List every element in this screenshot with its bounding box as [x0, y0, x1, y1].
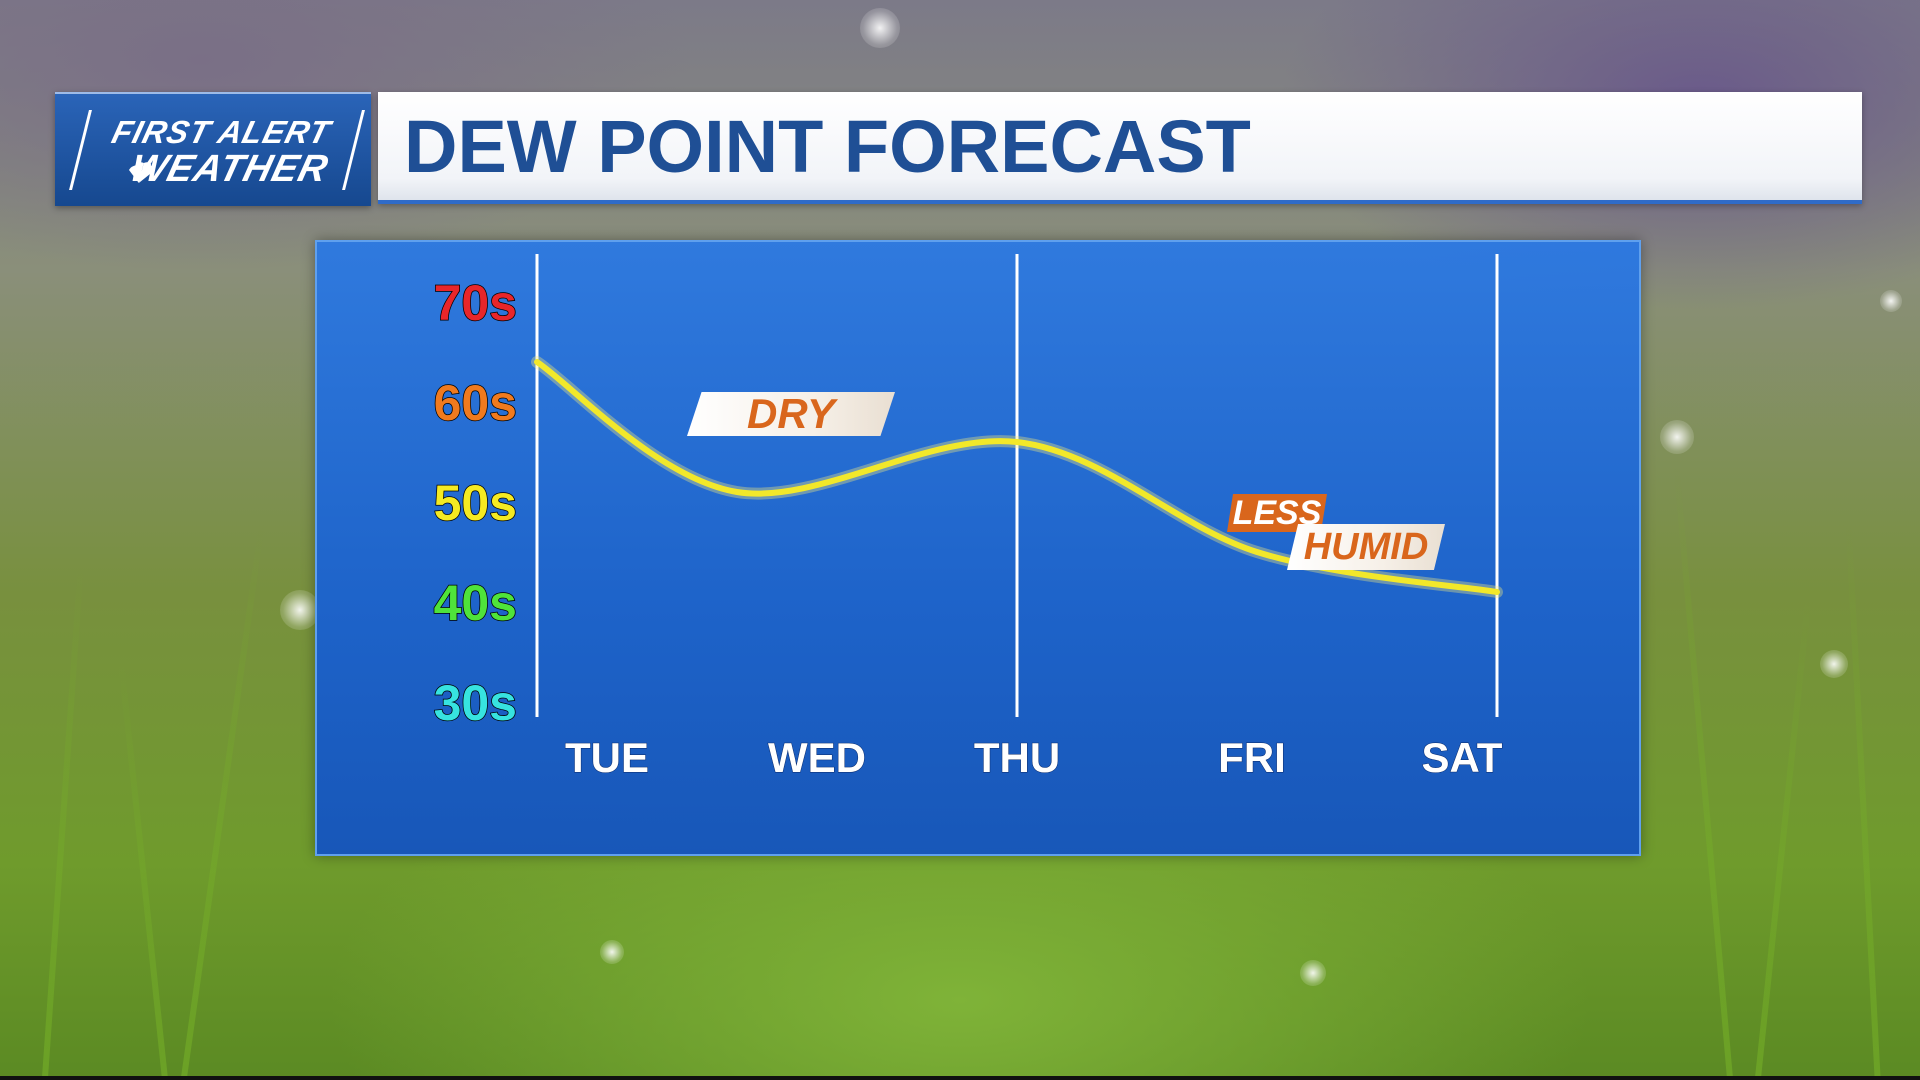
dew-drop: [1880, 290, 1902, 312]
x-tick-label-wed: WED: [768, 734, 866, 781]
grass-blade: [181, 522, 265, 1078]
x-tick-label-fri: FRI: [1218, 734, 1286, 781]
grass-blade: [118, 660, 168, 1080]
grass-blade: [1845, 520, 1881, 1080]
x-tick-label-sat: SAT: [1422, 734, 1503, 781]
y-tick-label-50s: 50s: [434, 475, 517, 531]
dew-point-chart: 70s 60s 50s 40s 30s TUE WED THU FRI SAT DRY LESS …: [315, 240, 1641, 856]
grass-blade: [1672, 460, 1734, 1080]
dry-annotation: DRY: [687, 392, 895, 436]
dew-drop: [1300, 960, 1326, 986]
humid-annotation: HUMID: [1287, 524, 1445, 570]
y-tick-label-60s: 60s: [434, 375, 517, 431]
dry-annotation-text: DRY: [747, 390, 835, 437]
y-tick-label-70s: 70s: [434, 275, 517, 331]
title-bar: DEW POINT FORECAST: [378, 92, 1862, 204]
logo-line-2: WEATHER: [125, 148, 333, 190]
chart-canvas: 70s 60s 50s 40s 30s TUE WED THU FRI SAT: [433, 254, 1503, 782]
dew-drop: [280, 590, 320, 630]
x-tick-label-tue: TUE: [565, 734, 649, 781]
dew-drop: [860, 8, 900, 48]
grass-blade: [41, 560, 85, 1080]
humid-annotation-text: HUMID: [1303, 526, 1429, 568]
y-tick-label-30s: 30s: [434, 675, 517, 731]
first-alert-weather-logo: FIRST ALERT WEATHER: [55, 92, 371, 206]
dew-drop: [1660, 420, 1694, 454]
peacock-icon: [129, 162, 156, 183]
x-tick-label-thu: THU: [974, 734, 1060, 781]
dew-drop: [600, 940, 624, 964]
dew-drop: [1820, 650, 1848, 678]
bottom-bar: [0, 1076, 1920, 1080]
logo-frame: FIRST ALERT WEATHER: [69, 110, 365, 190]
y-tick-label-40s: 40s: [434, 575, 517, 631]
page-title: DEW POINT FORECAST: [404, 105, 1251, 188]
grass-blade: [1754, 601, 1812, 1079]
logo-line-1: FIRST ALERT: [108, 114, 335, 150]
